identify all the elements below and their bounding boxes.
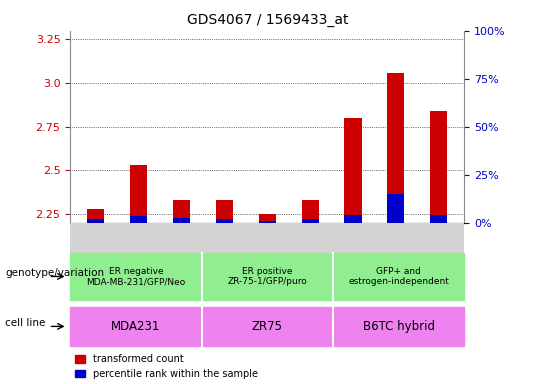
Bar xyxy=(216,219,233,223)
Text: MDA231: MDA231 xyxy=(111,320,160,333)
Bar xyxy=(345,215,362,223)
Bar xyxy=(430,215,447,223)
Bar xyxy=(173,200,190,223)
Bar xyxy=(259,214,276,223)
Text: ER positive
ZR-75-1/GFP/puro: ER positive ZR-75-1/GFP/puro xyxy=(227,267,307,286)
Text: GFP+ and
estrogen-independent: GFP+ and estrogen-independent xyxy=(348,267,449,286)
Text: genotype/variation: genotype/variation xyxy=(5,268,105,278)
Text: cell line: cell line xyxy=(5,318,46,328)
Bar xyxy=(301,219,319,223)
Legend: transformed count, percentile rank within the sample: transformed count, percentile rank withi… xyxy=(75,354,258,379)
Bar xyxy=(87,209,104,223)
Bar xyxy=(387,73,404,223)
Bar xyxy=(345,118,362,223)
Bar xyxy=(301,200,319,223)
Text: B6TC hybrid: B6TC hybrid xyxy=(363,320,435,333)
Bar xyxy=(130,165,147,223)
Bar xyxy=(173,218,190,223)
Text: ER negative
MDA-MB-231/GFP/Neo: ER negative MDA-MB-231/GFP/Neo xyxy=(86,267,186,286)
Bar xyxy=(259,221,276,223)
Text: ZR75: ZR75 xyxy=(252,320,283,333)
Bar xyxy=(216,200,233,223)
Bar xyxy=(387,194,404,223)
Bar xyxy=(87,219,104,223)
Bar xyxy=(430,111,447,223)
Title: GDS4067 / 1569433_at: GDS4067 / 1569433_at xyxy=(186,13,348,27)
Bar xyxy=(130,216,147,223)
